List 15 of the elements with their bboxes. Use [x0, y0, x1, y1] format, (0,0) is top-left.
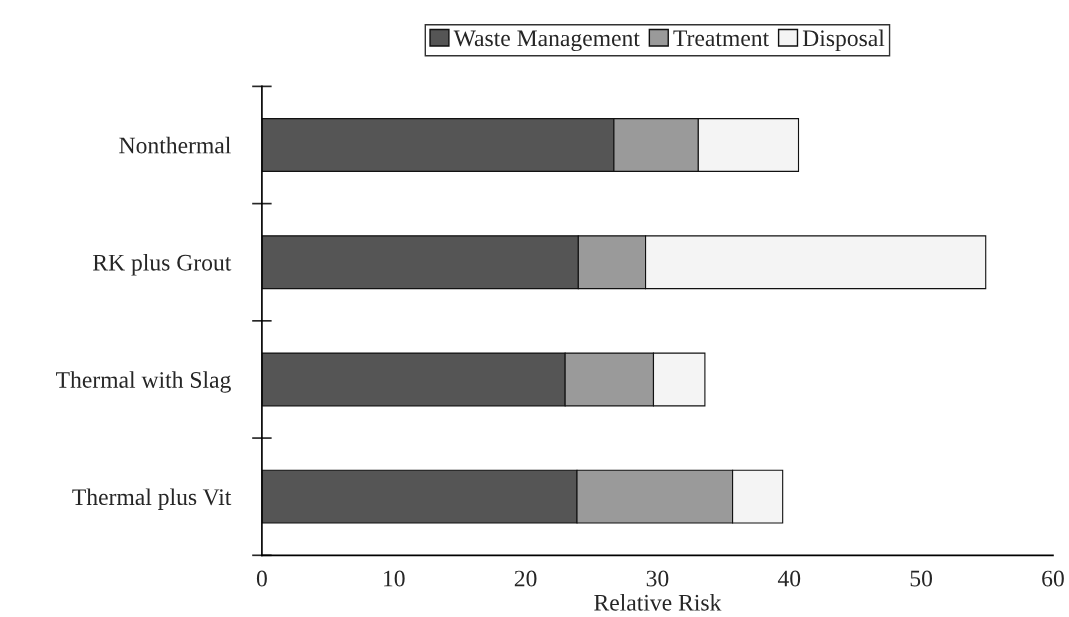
y-tick-label: Thermal plus Vit [72, 488, 232, 510]
x-tick-label: 60 [1042, 570, 1064, 587]
x-tick-label: 30 [646, 570, 669, 587]
x-tick-label: 40 [777, 570, 801, 587]
legend-label: Treatment [673, 30, 770, 47]
x-tick-label: 20 [514, 570, 537, 587]
y-tick-label: RK plus Grout [92, 254, 232, 276]
x-tick-label: 0 [256, 570, 267, 587]
legend-label: Waste Management [453, 30, 640, 52]
x-axis-title: Relative Risk [594, 594, 722, 611]
legend-label: Disposal [802, 29, 885, 52]
y-tick-label: Nonthermal [119, 136, 231, 154]
x-tick-label: 10 [384, 570, 405, 587]
y-tick-label: Thermal with Slag [56, 371, 231, 393]
x-tick-label: 50 [910, 570, 933, 587]
